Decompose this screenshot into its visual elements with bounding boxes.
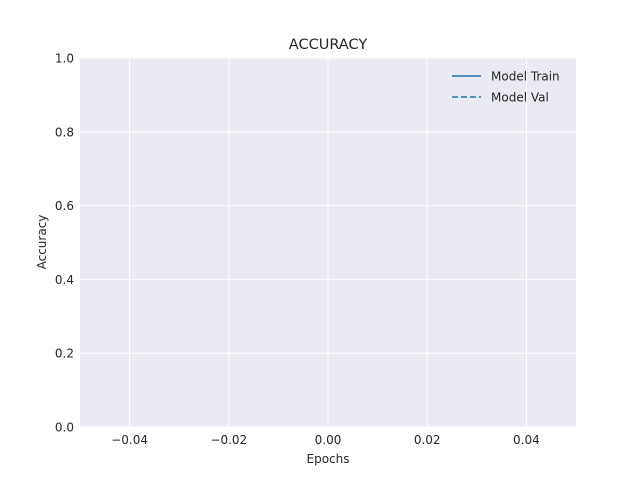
grid [80, 57, 576, 428]
x-tick-label: −0.04 [111, 433, 148, 447]
y-tick-label: 0.0 [55, 421, 74, 435]
x-tick-label: 0.04 [513, 433, 540, 447]
legend-label: Model Val [491, 91, 549, 105]
x-tick-label: 0.00 [315, 433, 342, 447]
y-tick-label: 0.8 [55, 125, 74, 139]
x-tick-label: −0.02 [210, 433, 247, 447]
y-tick-label: 0.6 [55, 199, 74, 213]
x-tick-label: 0.02 [414, 433, 441, 447]
y-tick-label: 0.4 [55, 273, 74, 287]
x-axis-label: Epochs [307, 452, 350, 466]
chart-title: ACCURACY [289, 37, 368, 53]
y-axis-ticks: 0.0 0.2 0.4 0.6 0.8 1.0 [55, 52, 74, 435]
legend: Model Train Model Val [452, 70, 560, 105]
y-tick-label: 0.2 [55, 347, 74, 361]
x-axis-ticks: −0.04 −0.02 0.00 0.02 0.04 [111, 433, 540, 447]
legend-label: Model Train [491, 70, 560, 84]
y-tick-label: 1.0 [55, 52, 74, 66]
y-axis-label: Accuracy [35, 215, 49, 270]
